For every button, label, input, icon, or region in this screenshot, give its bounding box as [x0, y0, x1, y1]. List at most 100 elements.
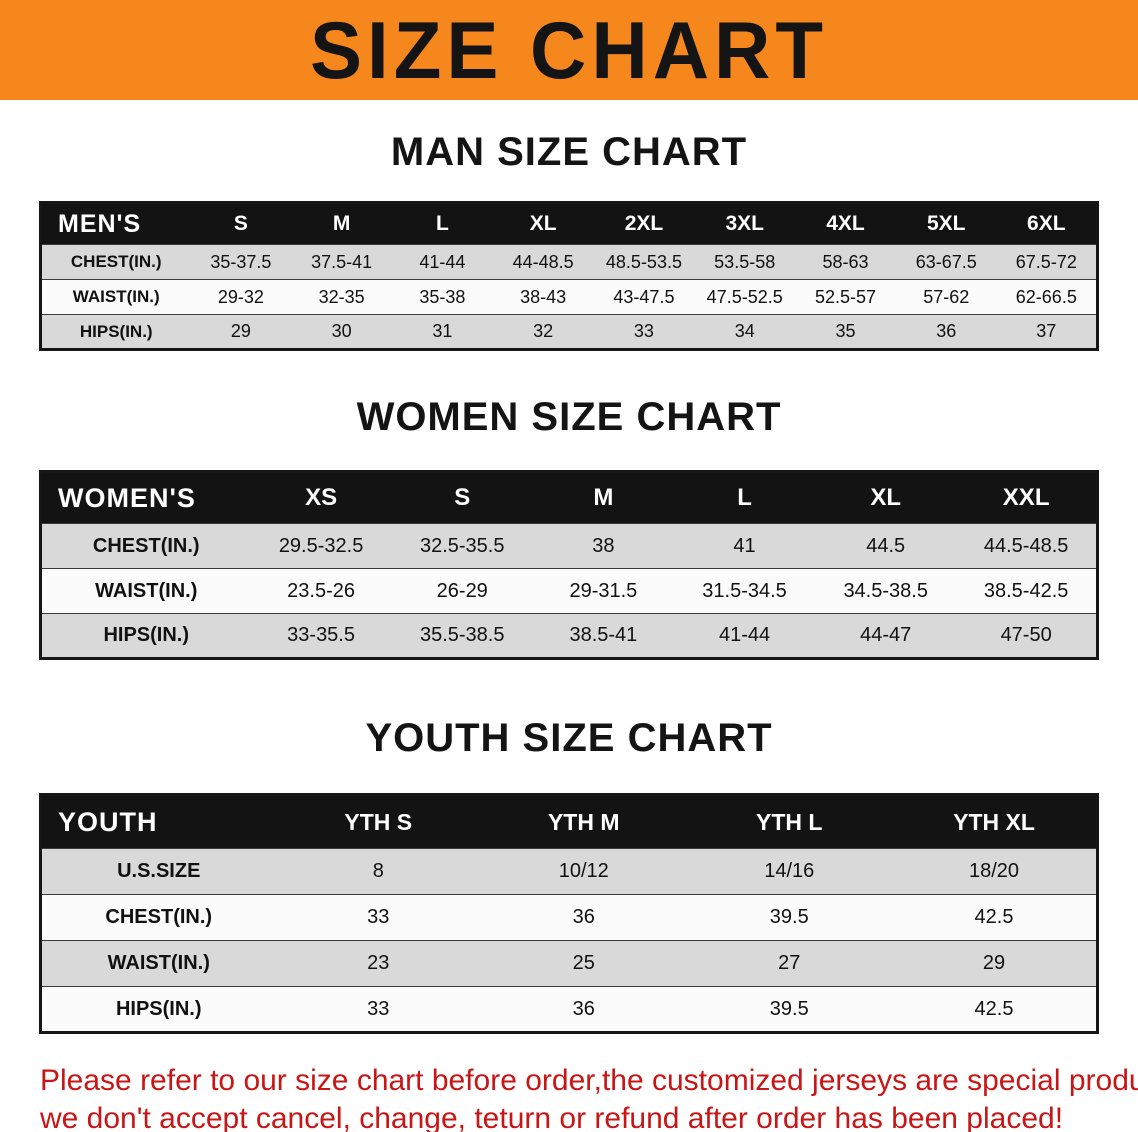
- women-row-label: HIPS(IN.): [40, 613, 251, 659]
- men-size-value: 57-62: [895, 279, 997, 315]
- women-col-header: S: [391, 471, 533, 524]
- youth-size-value: 29: [892, 940, 1098, 987]
- men-size-value: 36: [895, 314, 997, 350]
- men-size-value: 29-32: [190, 279, 292, 315]
- women-size-value: 41: [673, 523, 816, 569]
- men-size-value: 34: [694, 314, 796, 350]
- women-size-value: 34.5-38.5: [815, 568, 957, 614]
- men-section-heading: MAN SIZE CHART: [390, 130, 748, 174]
- men-size-value: 29: [190, 314, 292, 350]
- women-col-header: XS: [250, 471, 392, 524]
- youth-size-value: 33: [275, 986, 481, 1033]
- youth-row-label: U.S.SIZE: [40, 848, 276, 895]
- youth-size-value: 10/12: [481, 848, 687, 895]
- women-row-label: WAIST(IN.): [40, 568, 251, 614]
- men-size-value: 38-43: [492, 279, 594, 315]
- women-size-value: 47-50: [956, 613, 1098, 659]
- youth-size-value: 39.5: [686, 986, 892, 1033]
- men-col-header: XL: [492, 202, 594, 245]
- men-size-value: 32: [492, 314, 594, 350]
- women-size-table: WOMEN'S XS S M L XL XXL CHEST(IN.) 29.5-…: [39, 470, 1099, 660]
- youth-size-value: 36: [481, 894, 687, 941]
- men-col-header: S: [190, 202, 292, 245]
- men-size-value: 47.5-52.5: [694, 279, 796, 315]
- women-size-value: 33-35.5: [250, 613, 392, 659]
- men-col-header: 4XL: [795, 202, 896, 245]
- women-hips-row: HIPS(IN.) 33-35.5 35.5-38.5 38.5-41 41-4…: [40, 613, 1098, 659]
- youth-section-heading: YOUTH SIZE CHART: [365, 716, 773, 760]
- youth-col-header: YTH L: [686, 794, 892, 849]
- youth-size-value: 14/16: [686, 848, 892, 895]
- women-size-value: 44-47: [815, 613, 957, 659]
- women-col-header: L: [673, 471, 816, 524]
- men-size-value: 35: [795, 314, 896, 350]
- youth-size-table: YOUTH YTH S YTH M YTH L YTH XL U.S.SIZE …: [39, 793, 1099, 1034]
- women-size-value: 41-44: [673, 613, 816, 659]
- youth-table-header-row: YOUTH YTH S YTH M YTH L YTH XL: [40, 794, 1098, 849]
- women-size-value: 44.5: [815, 523, 957, 569]
- women-size-value: 35.5-38.5: [391, 613, 533, 659]
- men-size-value: 35-37.5: [190, 244, 292, 280]
- women-chest-row: CHEST(IN.) 29.5-32.5 32.5-35.5 38 41 44.…: [40, 523, 1098, 569]
- men-size-value: 32-35: [291, 279, 393, 315]
- youth-row-label: HIPS(IN.): [40, 986, 276, 1033]
- men-size-value: 37: [996, 314, 1098, 350]
- disclaimer-line-1: Please refer to our size chart before or…: [40, 1064, 1138, 1097]
- men-hips-row: HIPS(IN.) 29 30 31 32 33 34 35 36 37: [40, 314, 1098, 350]
- men-size-value: 44-48.5: [492, 244, 594, 280]
- men-waist-row: WAIST(IN.) 29-32 32-35 35-38 38-43 43-47…: [40, 279, 1098, 315]
- youth-col-header: YTH S: [275, 794, 481, 849]
- women-size-value: 23.5-26: [250, 568, 392, 614]
- men-col-header: M: [291, 202, 393, 245]
- men-table-header-row: MEN'S S M L XL 2XL 3XL 4XL 5XL 6XL: [40, 202, 1098, 245]
- men-row-label: CHEST(IN.): [40, 244, 191, 280]
- youth-size-value: 33: [275, 894, 481, 941]
- women-size-value: 26-29: [391, 568, 533, 614]
- men-size-value: 48.5-53.5: [593, 244, 695, 280]
- men-size-value: 63-67.5: [895, 244, 997, 280]
- women-size-value: 38.5-41: [532, 613, 674, 659]
- men-size-value: 30: [291, 314, 393, 350]
- size-chart-title: SIZE CHART: [310, 4, 828, 96]
- youth-size-value: 25: [481, 940, 687, 987]
- women-table-label: WOMEN'S: [40, 471, 251, 524]
- women-size-value: 44.5-48.5: [956, 523, 1098, 569]
- youth-size-value: 8: [275, 848, 481, 895]
- men-size-table: MEN'S S M L XL 2XL 3XL 4XL 5XL 6XL CHEST…: [39, 201, 1099, 351]
- youth-col-header: YTH M: [481, 794, 687, 849]
- women-size-value: 29-31.5: [532, 568, 674, 614]
- youth-chest-row: CHEST(IN.) 33 36 39.5 42.5: [40, 894, 1098, 941]
- women-size-value: 38.5-42.5: [956, 568, 1098, 614]
- men-col-header: L: [392, 202, 493, 245]
- men-col-header: 3XL: [694, 202, 796, 245]
- men-row-label: HIPS(IN.): [40, 314, 191, 350]
- men-size-value: 43-47.5: [593, 279, 695, 315]
- youth-row-label: CHEST(IN.): [40, 894, 276, 941]
- women-col-header: XXL: [956, 471, 1098, 524]
- men-col-header: 5XL: [895, 202, 997, 245]
- youth-size-value: 36: [481, 986, 687, 1033]
- size-chart-banner: SIZE CHART: [0, 0, 1138, 100]
- disclaimer-note: Please refer to our size chart before or…: [40, 1062, 1138, 1132]
- youth-col-header: YTH XL: [892, 794, 1098, 849]
- men-row-label: WAIST(IN.): [40, 279, 191, 315]
- women-size-value: 32.5-35.5: [391, 523, 533, 569]
- men-size-value: 62-66.5: [996, 279, 1098, 315]
- women-size-value: 38: [532, 523, 674, 569]
- men-table-label: MEN'S: [40, 202, 191, 245]
- men-col-header: 2XL: [593, 202, 695, 245]
- men-size-value: 31: [392, 314, 493, 350]
- men-size-value: 67.5-72: [996, 244, 1098, 280]
- men-chest-row: CHEST(IN.) 35-37.5 37.5-41 41-44 44-48.5…: [40, 244, 1098, 280]
- youth-size-value: 27: [686, 940, 892, 987]
- men-size-value: 53.5-58: [694, 244, 796, 280]
- women-table-header-row: WOMEN'S XS S M L XL XXL: [40, 471, 1098, 524]
- men-size-value: 58-63: [795, 244, 896, 280]
- women-section-heading: WOMEN SIZE CHART: [356, 395, 782, 439]
- men-size-value: 33: [593, 314, 695, 350]
- women-waist-row: WAIST(IN.) 23.5-26 26-29 29-31.5 31.5-34…: [40, 568, 1098, 614]
- youth-size-value: 42.5: [892, 986, 1098, 1033]
- men-size-value: 41-44: [392, 244, 493, 280]
- men-size-value: 37.5-41: [291, 244, 393, 280]
